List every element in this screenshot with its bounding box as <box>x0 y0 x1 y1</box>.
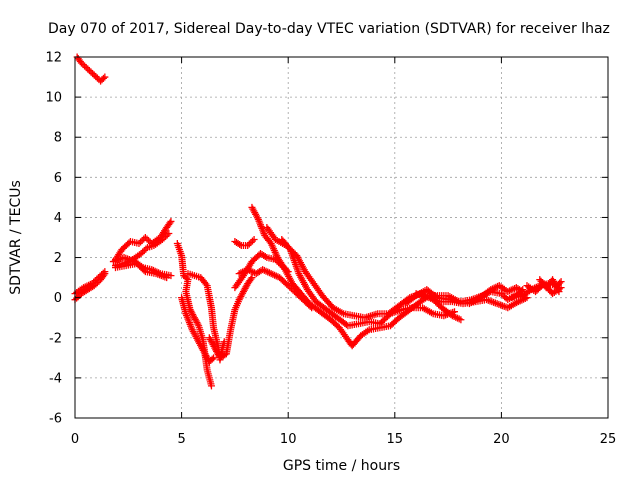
data-point-marker <box>557 278 565 286</box>
data-markers <box>71 53 565 390</box>
data-point-marker <box>457 316 465 324</box>
y-tick-label: -6 <box>49 412 62 427</box>
data-point-marker <box>207 382 215 390</box>
x-tick-label: 5 <box>177 432 185 447</box>
data-point-marker <box>450 308 458 316</box>
data-point-marker <box>87 68 95 76</box>
data-point-marker <box>99 269 107 277</box>
data-point-marker <box>88 280 96 288</box>
data-point-marker <box>145 237 153 245</box>
data-point-marker <box>90 71 98 79</box>
y-tick-label: 4 <box>54 211 62 226</box>
data-point-marker <box>81 62 89 70</box>
data-point-marker <box>163 274 171 282</box>
y-tick-label: 12 <box>45 51 62 66</box>
data-point-marker <box>555 288 563 296</box>
data-point-marker <box>137 238 145 246</box>
data-point-marker <box>141 234 149 241</box>
data-point-marker <box>163 231 171 239</box>
data-point-marker <box>77 59 85 67</box>
data-point-marker <box>158 236 166 244</box>
data-point-marker <box>208 355 216 363</box>
data-point-marker <box>194 320 202 328</box>
data-point-marker <box>89 70 97 78</box>
data-point-marker <box>499 291 507 299</box>
x-tick-label: 15 <box>387 432 404 447</box>
data-point-marker <box>85 67 93 75</box>
y-axis-label: SDTVAR / TECUs <box>8 180 24 295</box>
data-point-marker <box>166 219 174 227</box>
data-point-marker <box>167 272 175 280</box>
data-point-marker <box>138 237 146 245</box>
x-tick-label: 0 <box>71 432 79 447</box>
y-tick-label: 6 <box>54 171 62 186</box>
data-point-marker <box>84 65 92 73</box>
data-point-marker <box>135 240 143 248</box>
data-point-marker <box>140 247 148 255</box>
y-tick-label: -2 <box>49 331 62 346</box>
data-point-marker <box>96 272 104 280</box>
data-point-marker <box>162 232 170 240</box>
x-tick-label: 10 <box>280 432 297 447</box>
data-point-marker <box>165 229 173 237</box>
data-point-marker <box>142 245 150 253</box>
data-point-marker <box>248 274 256 282</box>
data-point-marker <box>244 242 252 250</box>
data-point-marker <box>93 74 101 82</box>
data-point-marker <box>143 235 151 243</box>
data-point-marker <box>160 234 168 242</box>
plot-frame <box>74 56 609 419</box>
data-point-marker <box>139 248 147 256</box>
data-point-marker <box>99 74 107 82</box>
data-point-marker <box>250 236 258 244</box>
data-point-marker <box>167 217 175 225</box>
data-point-marker <box>101 73 109 81</box>
data-point-marker <box>247 275 255 283</box>
data-point-marker <box>247 239 255 247</box>
data-point-marker <box>261 253 269 261</box>
data-point-marker <box>93 275 101 283</box>
data-point-marker <box>94 274 102 282</box>
data-point-marker <box>79 61 87 69</box>
data-point-marker <box>245 240 253 248</box>
data-point-marker <box>92 73 100 81</box>
y-tick-label: 10 <box>45 91 62 106</box>
y-tick-label: 8 <box>54 131 62 146</box>
data-point-marker <box>183 274 191 282</box>
data-point-marker <box>248 237 256 245</box>
data-point-marker <box>202 280 210 288</box>
data-point-marker <box>90 278 98 286</box>
data-point-marker <box>101 268 109 276</box>
data-point-marker <box>210 354 218 362</box>
data-point-marker <box>140 266 148 274</box>
data-point-marker <box>98 271 106 279</box>
grid <box>75 57 608 418</box>
y-tick-label: 2 <box>54 251 62 266</box>
x-axis-label: GPS time / hours <box>283 458 400 474</box>
y-tick-label: 0 <box>54 291 62 306</box>
y-tick-label: -4 <box>49 371 62 386</box>
data-point-marker <box>236 241 244 249</box>
x-tick-label: 20 <box>493 432 510 447</box>
data-point-marker <box>137 250 145 258</box>
data-point-marker <box>497 290 505 298</box>
axis-ticks: 0 5 10 15 20 25 -6 -4 -2 0 2 4 6 8 10 12 <box>45 51 616 448</box>
x-tick-label: 25 <box>600 432 617 447</box>
data-point-marker <box>287 285 295 293</box>
data-point-marker <box>82 64 90 72</box>
data-point-marker <box>501 293 509 301</box>
chart-title: Day 070 of 2017, Sidereal Day-to-day VTE… <box>48 21 610 37</box>
data-point-marker <box>91 277 99 285</box>
